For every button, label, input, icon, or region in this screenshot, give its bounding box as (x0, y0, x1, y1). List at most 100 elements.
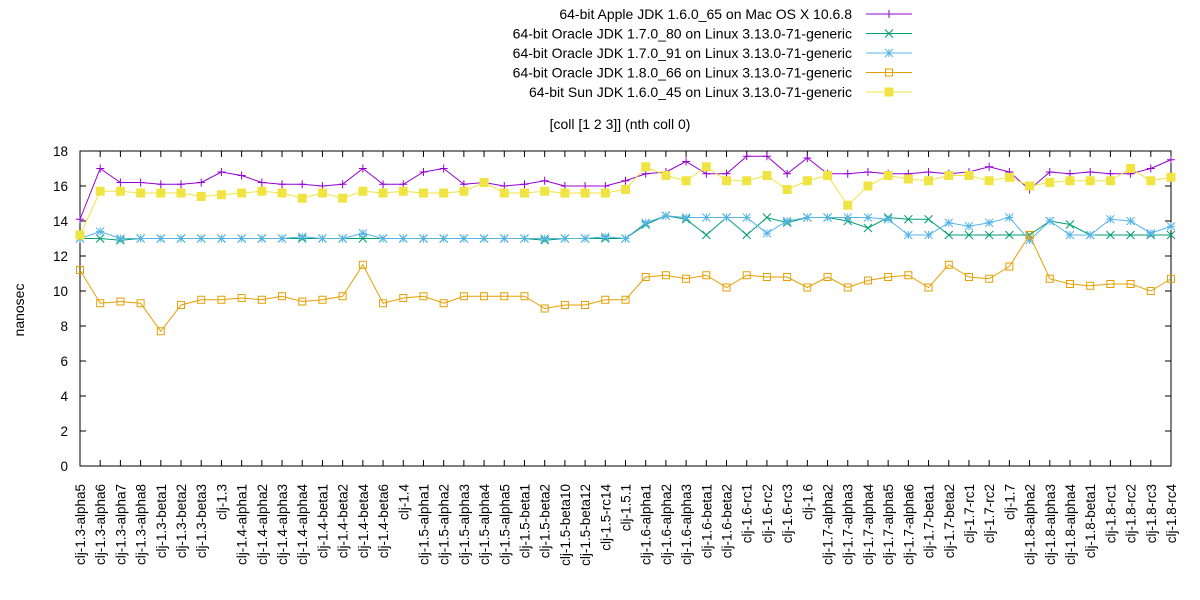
data-point (803, 283, 812, 292)
data-point (621, 185, 630, 194)
data-point (298, 297, 307, 306)
data-point (1166, 172, 1176, 182)
data-point (419, 292, 428, 301)
data-point (863, 276, 872, 285)
data-point (843, 169, 852, 178)
data-point (560, 234, 570, 243)
data-point (136, 234, 145, 243)
data-point (621, 176, 630, 185)
data-point (439, 188, 449, 198)
data-point (95, 227, 105, 236)
data-point (823, 213, 832, 222)
data-point (1005, 230, 1014, 240)
data-point (156, 327, 165, 336)
data-point (1106, 230, 1115, 240)
data-point (459, 186, 469, 196)
data-point (116, 234, 125, 243)
data-point (762, 213, 772, 222)
data-point (197, 295, 206, 304)
data-point (419, 234, 428, 243)
legend-label: 64-bit Oracle JDK 1.7.0_91 on Linux 3.13… (513, 45, 852, 61)
data-point (742, 271, 751, 280)
data-point (379, 180, 388, 189)
data-point (884, 273, 893, 281)
data-point (661, 271, 670, 280)
data-point (581, 301, 590, 309)
data-point (297, 232, 307, 242)
x-tick-label: clj-1.4 (396, 484, 411, 521)
data-point (196, 234, 206, 243)
y-axis: 0 2 4 6 8 10 12 14 16 18 (53, 144, 1171, 474)
data-point (1126, 230, 1135, 240)
data-point (682, 274, 691, 283)
data-point (116, 178, 125, 187)
x-tick-label: clj-1.4-alpha1 (235, 484, 250, 565)
data-point (884, 87, 894, 97)
x-tick-label: clj-1.6-alpha1 (639, 484, 654, 565)
data-point (196, 192, 206, 201)
data-point (358, 164, 367, 173)
data-point (742, 152, 751, 161)
data-point (964, 171, 974, 180)
x-tick-label: clj-1.8-rc3 (1144, 484, 1159, 543)
data-point (944, 230, 954, 240)
data-point (338, 193, 348, 203)
x-tick-label: clj-1.6-rc2 (760, 484, 775, 543)
data-point (1166, 221, 1176, 231)
data-point (237, 171, 246, 180)
data-point (1167, 155, 1175, 164)
data-point (843, 283, 852, 292)
data-point (76, 215, 84, 224)
data-point (682, 157, 691, 166)
x-tick-label: clj-1.7-alpha6 (901, 484, 916, 565)
legend-label: 64-bit Sun JDK 1.6.0_45 on Linux 3.13.0-… (529, 84, 852, 100)
series-group (75, 162, 1176, 240)
x-tick-label: clj-1.5-beta1 (517, 484, 532, 558)
data-point (964, 221, 974, 231)
data-point (783, 273, 792, 281)
data-point (96, 299, 105, 308)
data-point (701, 162, 711, 172)
data-point (984, 176, 994, 186)
data-point (358, 228, 368, 238)
data-point (1045, 168, 1054, 176)
data-point (742, 213, 752, 222)
x-tick-label: clj-1.5-alpha2 (437, 484, 452, 565)
data-point (863, 213, 873, 222)
data-point (1126, 216, 1135, 226)
data-point (762, 228, 772, 238)
data-point (1045, 178, 1055, 187)
x-tick-label: clj-1.6 (800, 484, 815, 520)
data-point (823, 273, 832, 281)
data-point (904, 271, 913, 280)
data-point (985, 274, 994, 283)
x-tick-label: clj-1.3-beta3 (194, 484, 209, 558)
data-point (1126, 164, 1136, 173)
data-point (560, 301, 569, 309)
x-tick-label: clj-1.8-alpha3 (1043, 484, 1058, 565)
x-tick-label: clj-1.7-beta1 (922, 484, 937, 558)
data-point (439, 234, 449, 243)
x-tick-label: clj-1.5-alpha5 (497, 484, 512, 565)
data-point (560, 188, 570, 198)
data-point (742, 176, 752, 186)
y-tick-label: 18 (53, 144, 68, 159)
x-tick-label: clj-1.4-alpha2 (255, 484, 270, 565)
y-tick-label: 16 (53, 179, 68, 194)
data-point (216, 190, 226, 200)
data-point (885, 10, 893, 18)
x-axis: clj-1.3-alpha5 clj-1.3-alpha6 clj-1.3-alph… (73, 151, 1179, 566)
data-point (177, 301, 186, 309)
data-point (621, 234, 630, 243)
x-tick-label: clj-1.8-rc2 (1124, 484, 1139, 543)
data-point (237, 234, 246, 243)
data-point (621, 295, 630, 304)
data-point (843, 213, 853, 222)
data-point (1106, 214, 1115, 224)
data-point (883, 214, 893, 224)
x-tick-label: clj-1.6-alpha2 (659, 484, 674, 565)
data-point (863, 223, 873, 233)
x-tick-label: clj-1.5-alpha4 (477, 484, 492, 566)
y-tick-label: 14 (53, 214, 69, 229)
data-point (338, 292, 347, 301)
